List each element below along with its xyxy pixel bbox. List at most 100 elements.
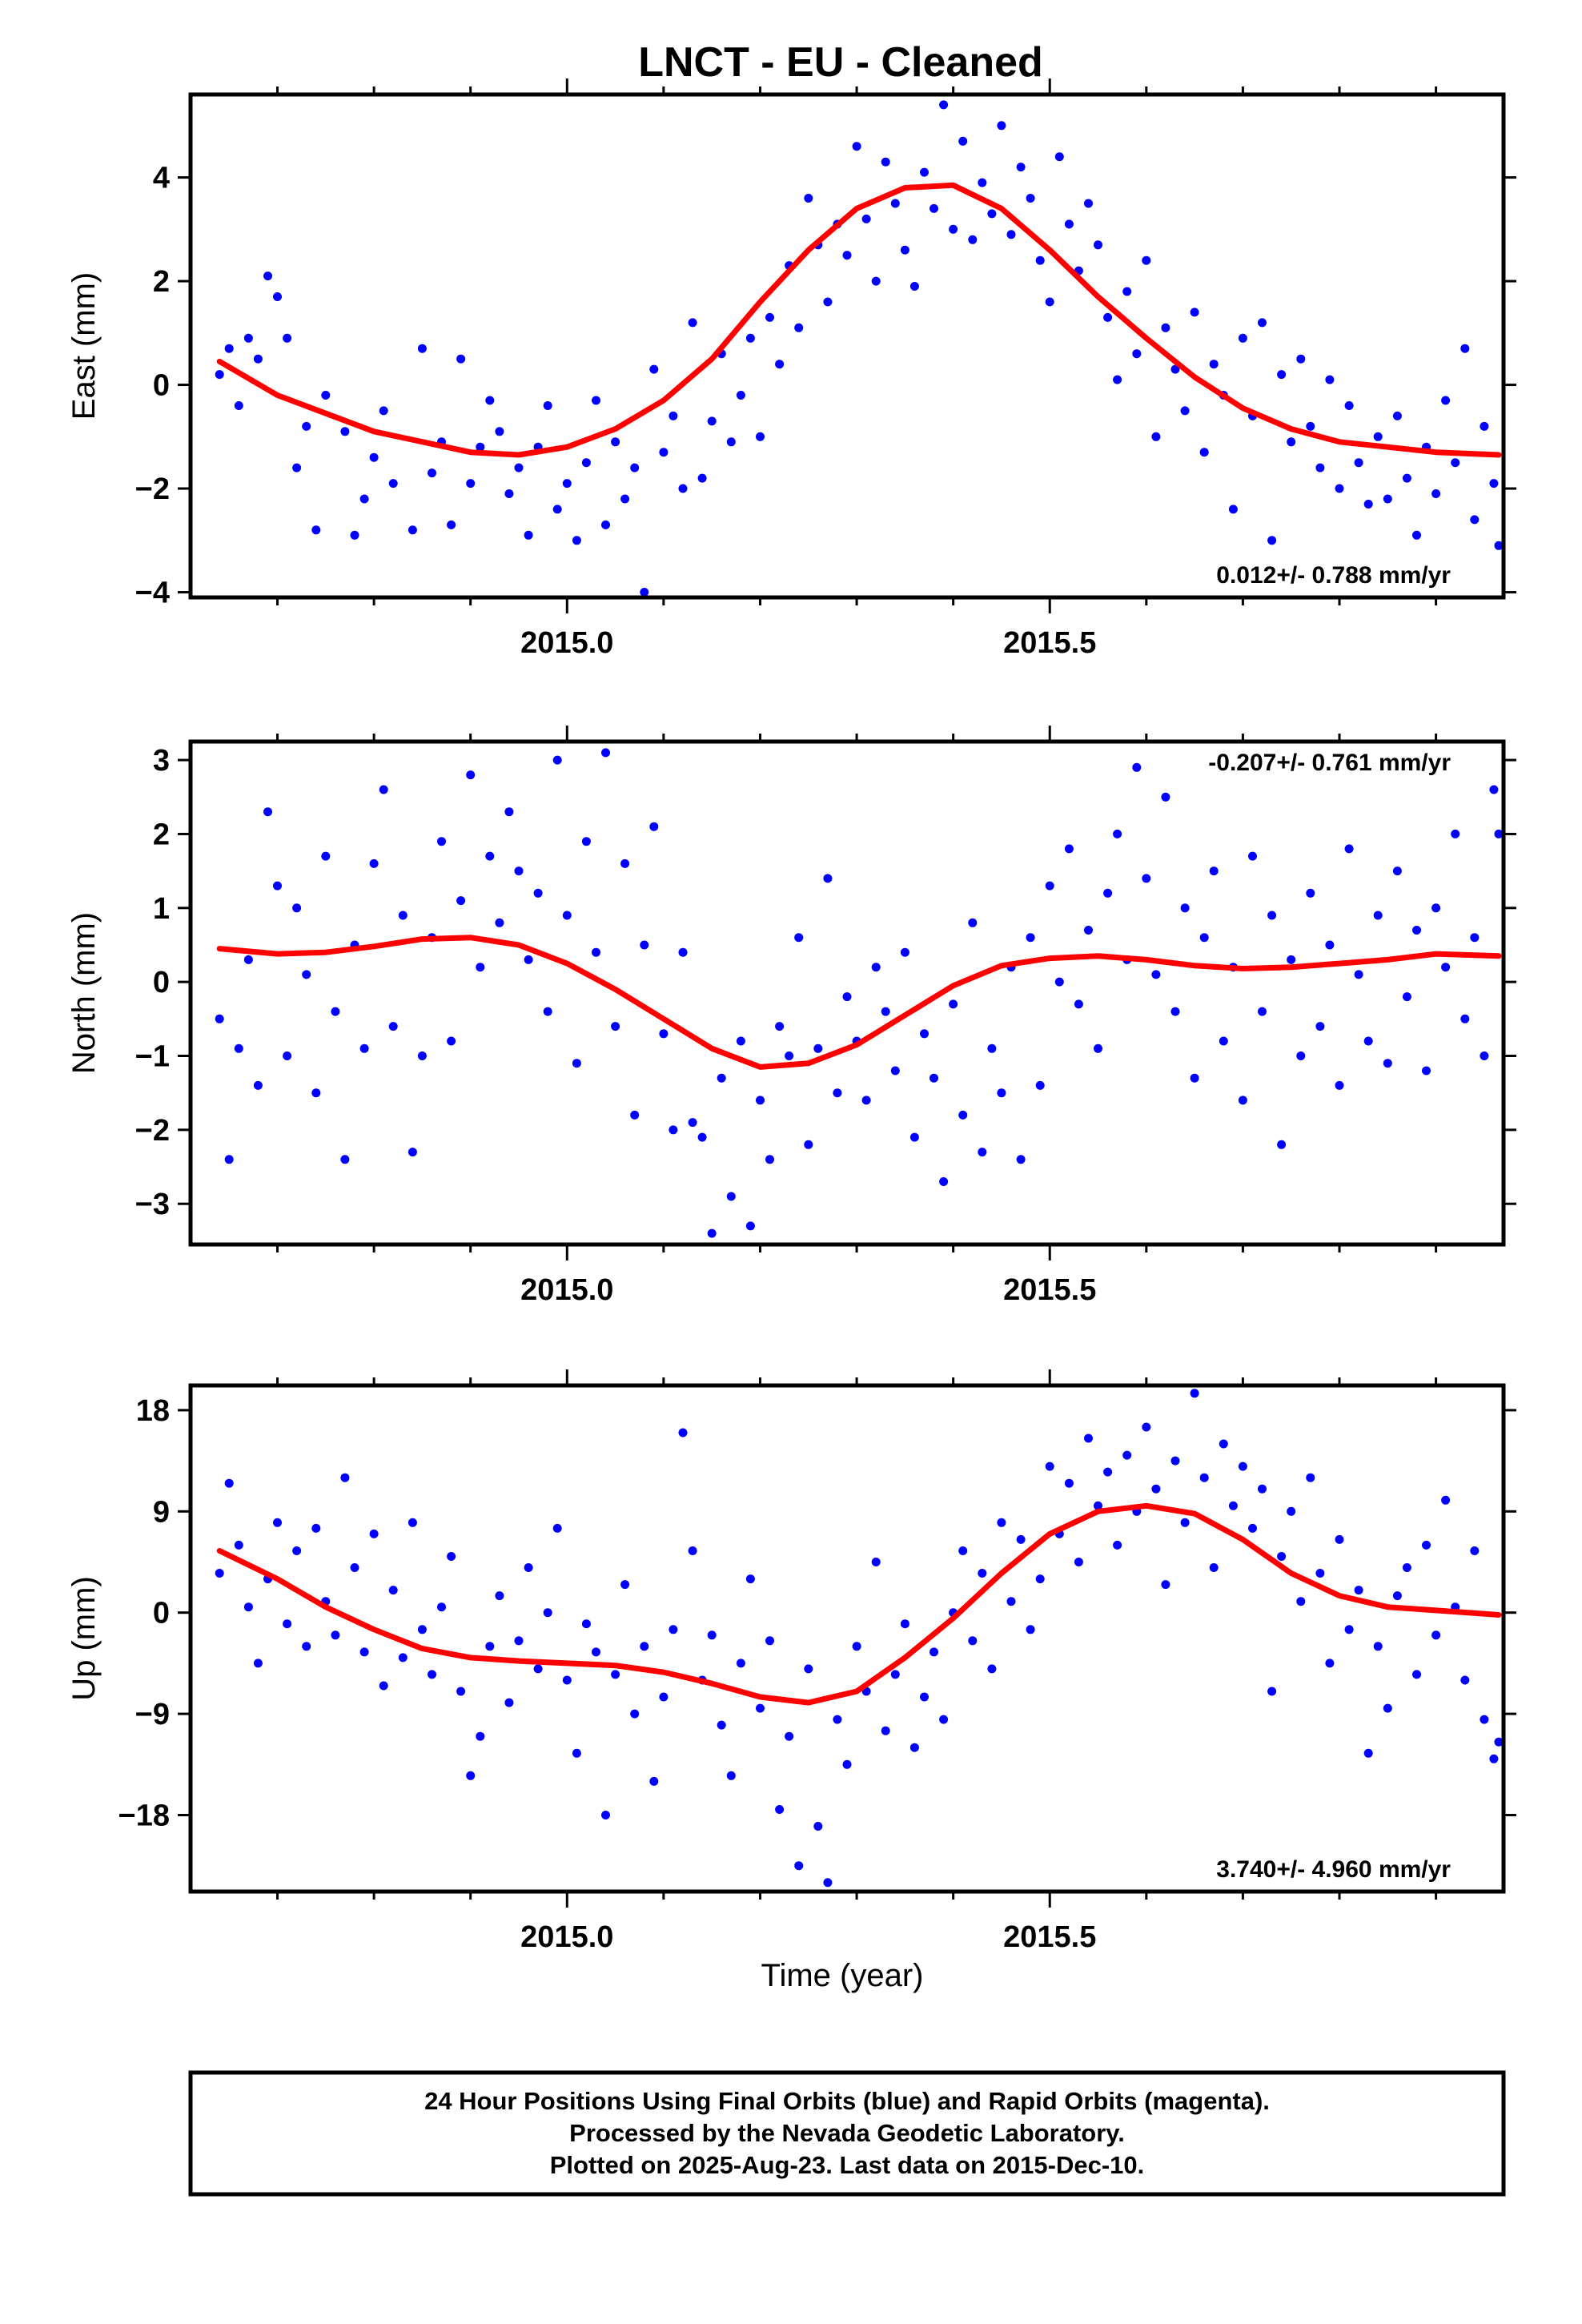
north-data-point — [813, 1043, 823, 1053]
up-data-point — [273, 1518, 282, 1527]
north-data-point — [900, 947, 909, 957]
north-data-point — [697, 1132, 707, 1142]
up-data-point — [379, 1681, 388, 1691]
east-data-point — [592, 396, 600, 405]
up-data-point — [804, 1664, 813, 1674]
north-data-point — [1373, 911, 1383, 920]
north-data-point — [939, 1177, 949, 1186]
up-data-point — [340, 1473, 350, 1482]
north-data-point — [369, 858, 379, 868]
north-y-tick-label: −1 — [135, 1040, 170, 1074]
up-data-point — [1170, 1456, 1180, 1466]
up-data-point — [813, 1822, 823, 1831]
east-data-point — [620, 494, 630, 504]
east-data-point — [1122, 287, 1132, 296]
up-data-point — [611, 1670, 620, 1679]
east-data-point — [968, 235, 978, 244]
up-data-point — [909, 1743, 919, 1752]
east-data-point — [669, 411, 678, 420]
east-data-point — [1054, 152, 1064, 162]
north-data-point — [1064, 844, 1074, 854]
east-data-point — [649, 364, 659, 374]
up-data-point — [1431, 1630, 1441, 1640]
north-data-point — [302, 970, 311, 979]
up-data-point — [1306, 1473, 1315, 1482]
up-data-point — [726, 1771, 736, 1780]
north-data-point — [1016, 1155, 1026, 1164]
up-data-point — [572, 1748, 581, 1758]
north-y-axis-label: North (mm) — [66, 912, 102, 1074]
up-data-point — [447, 1552, 456, 1561]
east-data-point — [1451, 458, 1460, 468]
north-data-point — [640, 940, 649, 950]
up-fit-line — [216, 1502, 1502, 1706]
north-plot-frame — [188, 739, 1506, 1247]
up-data-point — [1084, 1433, 1093, 1443]
east-data-point — [417, 344, 427, 353]
north-data-point — [321, 851, 331, 861]
east-data-point — [1470, 515, 1480, 525]
north-data-point — [1074, 999, 1083, 1009]
east-data-point — [1412, 530, 1421, 540]
north-data-point — [466, 770, 476, 780]
east-data-point — [234, 401, 243, 410]
east-data-point — [1306, 421, 1315, 431]
east-data-point — [243, 333, 253, 343]
north-data-point — [1335, 1080, 1344, 1090]
north-data-point — [243, 955, 253, 964]
north-data-point — [620, 858, 630, 868]
east-data-point — [1180, 406, 1190, 416]
north-data-point — [456, 896, 466, 906]
east-data-point — [1094, 240, 1102, 250]
up-data-point — [1190, 1389, 1199, 1398]
up-data-point — [707, 1630, 717, 1640]
north-data-point — [379, 785, 388, 794]
north-data-point — [562, 911, 572, 920]
footer-box — [188, 2070, 1506, 2197]
up-data-point — [224, 1478, 234, 1488]
up-data-point — [234, 1540, 243, 1550]
up-data-point — [1412, 1670, 1421, 1679]
north-data-point — [1219, 1036, 1228, 1046]
east-data-point — [745, 333, 755, 343]
east-data-point — [476, 442, 485, 452]
east-data-point — [514, 463, 524, 472]
up-data-point — [592, 1647, 600, 1657]
east-data-point — [350, 530, 359, 540]
north-rate-label: -0.207+/- 0.761 mm/yr — [1208, 750, 1451, 776]
north-data-point — [215, 1014, 224, 1023]
up-data-point — [243, 1602, 253, 1612]
north-data-point — [1054, 977, 1064, 987]
up-data-point — [215, 1569, 224, 1578]
north-data-point — [1035, 1080, 1045, 1090]
up-data-point — [1267, 1687, 1277, 1696]
up-data-point — [1064, 1478, 1074, 1488]
east-panel: −4 −2 0 2 4 2015.0 2015.5 East (mm) 0.012+/- 0.7… — [66, 78, 1516, 660]
east-data-point — [1103, 312, 1113, 322]
north-data-point — [1238, 1096, 1247, 1105]
north-data-point — [997, 1088, 1006, 1098]
north-data-point — [987, 1043, 997, 1053]
east-fit-line — [216, 182, 1502, 458]
east-data-point — [871, 276, 881, 286]
up-data-point — [524, 1563, 533, 1572]
north-data-point — [611, 1022, 620, 1031]
east-data-point — [775, 360, 785, 369]
up-data-point — [900, 1619, 909, 1629]
north-data-point — [1161, 792, 1170, 802]
footer-line-1: 24 Hour Positions Using Final Orbits (bl… — [424, 2087, 1270, 2115]
north-data-point — [920, 1029, 929, 1039]
up-data-point — [1228, 1501, 1238, 1510]
north-data-point — [1422, 1066, 1431, 1076]
up-data-point — [1074, 1558, 1083, 1566]
up-data-point — [1402, 1563, 1411, 1572]
east-data-point — [1441, 396, 1451, 405]
up-data-point — [456, 1687, 466, 1696]
east-data-point — [1258, 318, 1267, 328]
east-y-tick-label: 4 — [153, 162, 170, 195]
east-data-point — [1344, 401, 1354, 410]
north-data-point — [447, 1036, 456, 1046]
east-data-point — [1151, 432, 1161, 441]
north-data-point — [871, 963, 881, 972]
north-data-point — [881, 1007, 890, 1016]
